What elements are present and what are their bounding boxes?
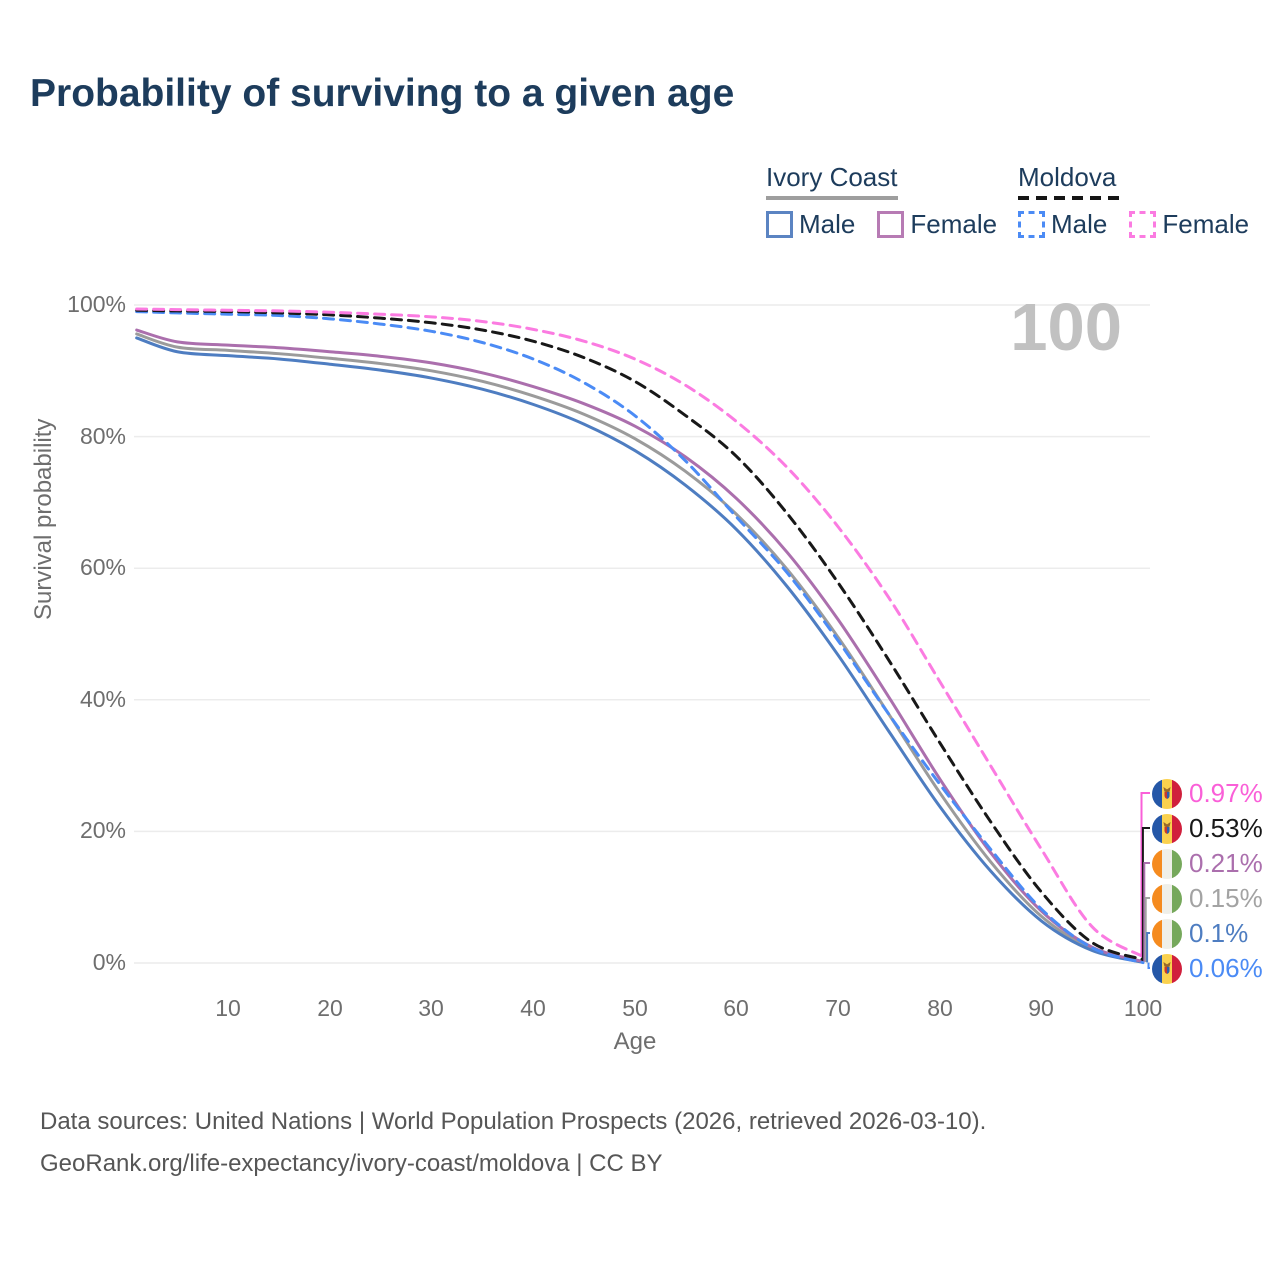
end-label-ivory-coast-female: 0.21% bbox=[1152, 846, 1263, 881]
legend-group-title-moldova[interactable]: Moldova bbox=[1018, 162, 1249, 200]
y-tick-label: 60% bbox=[79, 554, 126, 580]
moldova-flag-icon bbox=[1152, 778, 1182, 809]
legend-group-moldova: Moldova Male Female bbox=[1018, 162, 1249, 240]
end-value: 0.15% bbox=[1189, 883, 1263, 913]
x-tick-label: 20 bbox=[317, 995, 343, 1021]
x-tick-label: 50 bbox=[622, 995, 648, 1021]
x-tick-label: 100 bbox=[1123, 995, 1163, 1021]
hovered-age-watermark: 100 bbox=[1010, 290, 1122, 365]
checkbox-moldova-female[interactable] bbox=[1129, 211, 1157, 238]
legend-group-label: Moldova bbox=[1018, 162, 1117, 192]
legend-group-ivory-coast: Ivory Coast Male Female bbox=[766, 162, 997, 240]
legend-item-ivory-coast-female[interactable]: Female bbox=[877, 209, 997, 240]
y-tick-label: 0% bbox=[92, 949, 126, 975]
attribution-line: GeoRank.org/life-expectancy/ivory-coast/… bbox=[40, 1150, 663, 1177]
legend-item-ivory-coast-male[interactable]: Male bbox=[766, 209, 855, 240]
ivory-coast-flag-icon bbox=[1152, 883, 1182, 914]
page-title: Probability of surviving to a given age bbox=[30, 72, 735, 115]
ivory-coast-flag-icon bbox=[1152, 848, 1182, 879]
data-sources-line: Data sources: United Nations | World Pop… bbox=[40, 1108, 987, 1135]
y-tick-label: 100% bbox=[67, 291, 126, 317]
end-label-moldova-male: 0.06% bbox=[1152, 951, 1263, 986]
end-value: 0.21% bbox=[1189, 848, 1263, 878]
legend-group-title-ivory-coast[interactable]: Ivory Coast bbox=[766, 162, 997, 200]
legend-item-label: Male bbox=[1051, 209, 1108, 239]
end-value: 0.06% bbox=[1189, 953, 1263, 983]
end-label-moldova-both: 0.53% bbox=[1152, 811, 1263, 846]
dashed-line-swatch bbox=[1018, 196, 1122, 200]
legend-item-label: Female bbox=[910, 209, 998, 239]
x-tick-label: 40 bbox=[520, 995, 546, 1021]
end-label-moldova-female: 0.97% bbox=[1152, 776, 1263, 811]
end-value: 0.53% bbox=[1189, 813, 1263, 843]
legend-item-label: Male bbox=[799, 209, 856, 239]
x-tick-label: 70 bbox=[825, 995, 851, 1021]
y-tick-label: 20% bbox=[79, 817, 126, 843]
x-tick-label: 10 bbox=[215, 995, 241, 1021]
y-tick-label: 80% bbox=[79, 423, 126, 449]
x-tick-label: 30 bbox=[418, 995, 444, 1021]
x-tick-label: 60 bbox=[723, 995, 749, 1021]
legend-item-label: Female bbox=[1162, 209, 1250, 239]
end-value: 0.97% bbox=[1189, 778, 1263, 808]
moldova-flag-icon bbox=[1152, 953, 1182, 984]
x-tick-label: 90 bbox=[1028, 995, 1054, 1021]
x-axis-title: Age bbox=[613, 1028, 657, 1055]
checkbox-moldova-male[interactable] bbox=[1018, 211, 1045, 238]
checkbox-ivory-coast-male[interactable] bbox=[766, 211, 793, 238]
solid-line-swatch bbox=[766, 196, 898, 200]
end-value: 0.1% bbox=[1189, 918, 1249, 948]
end-label-ivory-coast-male: 0.1% bbox=[1152, 916, 1248, 951]
y-tick-label: 40% bbox=[79, 686, 126, 712]
ivory-coast-flag-icon bbox=[1152, 918, 1182, 949]
legend-group-label: Ivory Coast bbox=[766, 162, 898, 192]
x-tick-label: 80 bbox=[927, 995, 953, 1021]
legend-item-moldova-male[interactable]: Male bbox=[1018, 209, 1107, 240]
end-label-ivory-coast-both: 0.15% bbox=[1152, 881, 1263, 916]
moldova-flag-icon bbox=[1152, 813, 1182, 844]
checkbox-ivory-coast-female[interactable] bbox=[877, 211, 905, 238]
legend-item-moldova-female[interactable]: Female bbox=[1129, 209, 1249, 240]
